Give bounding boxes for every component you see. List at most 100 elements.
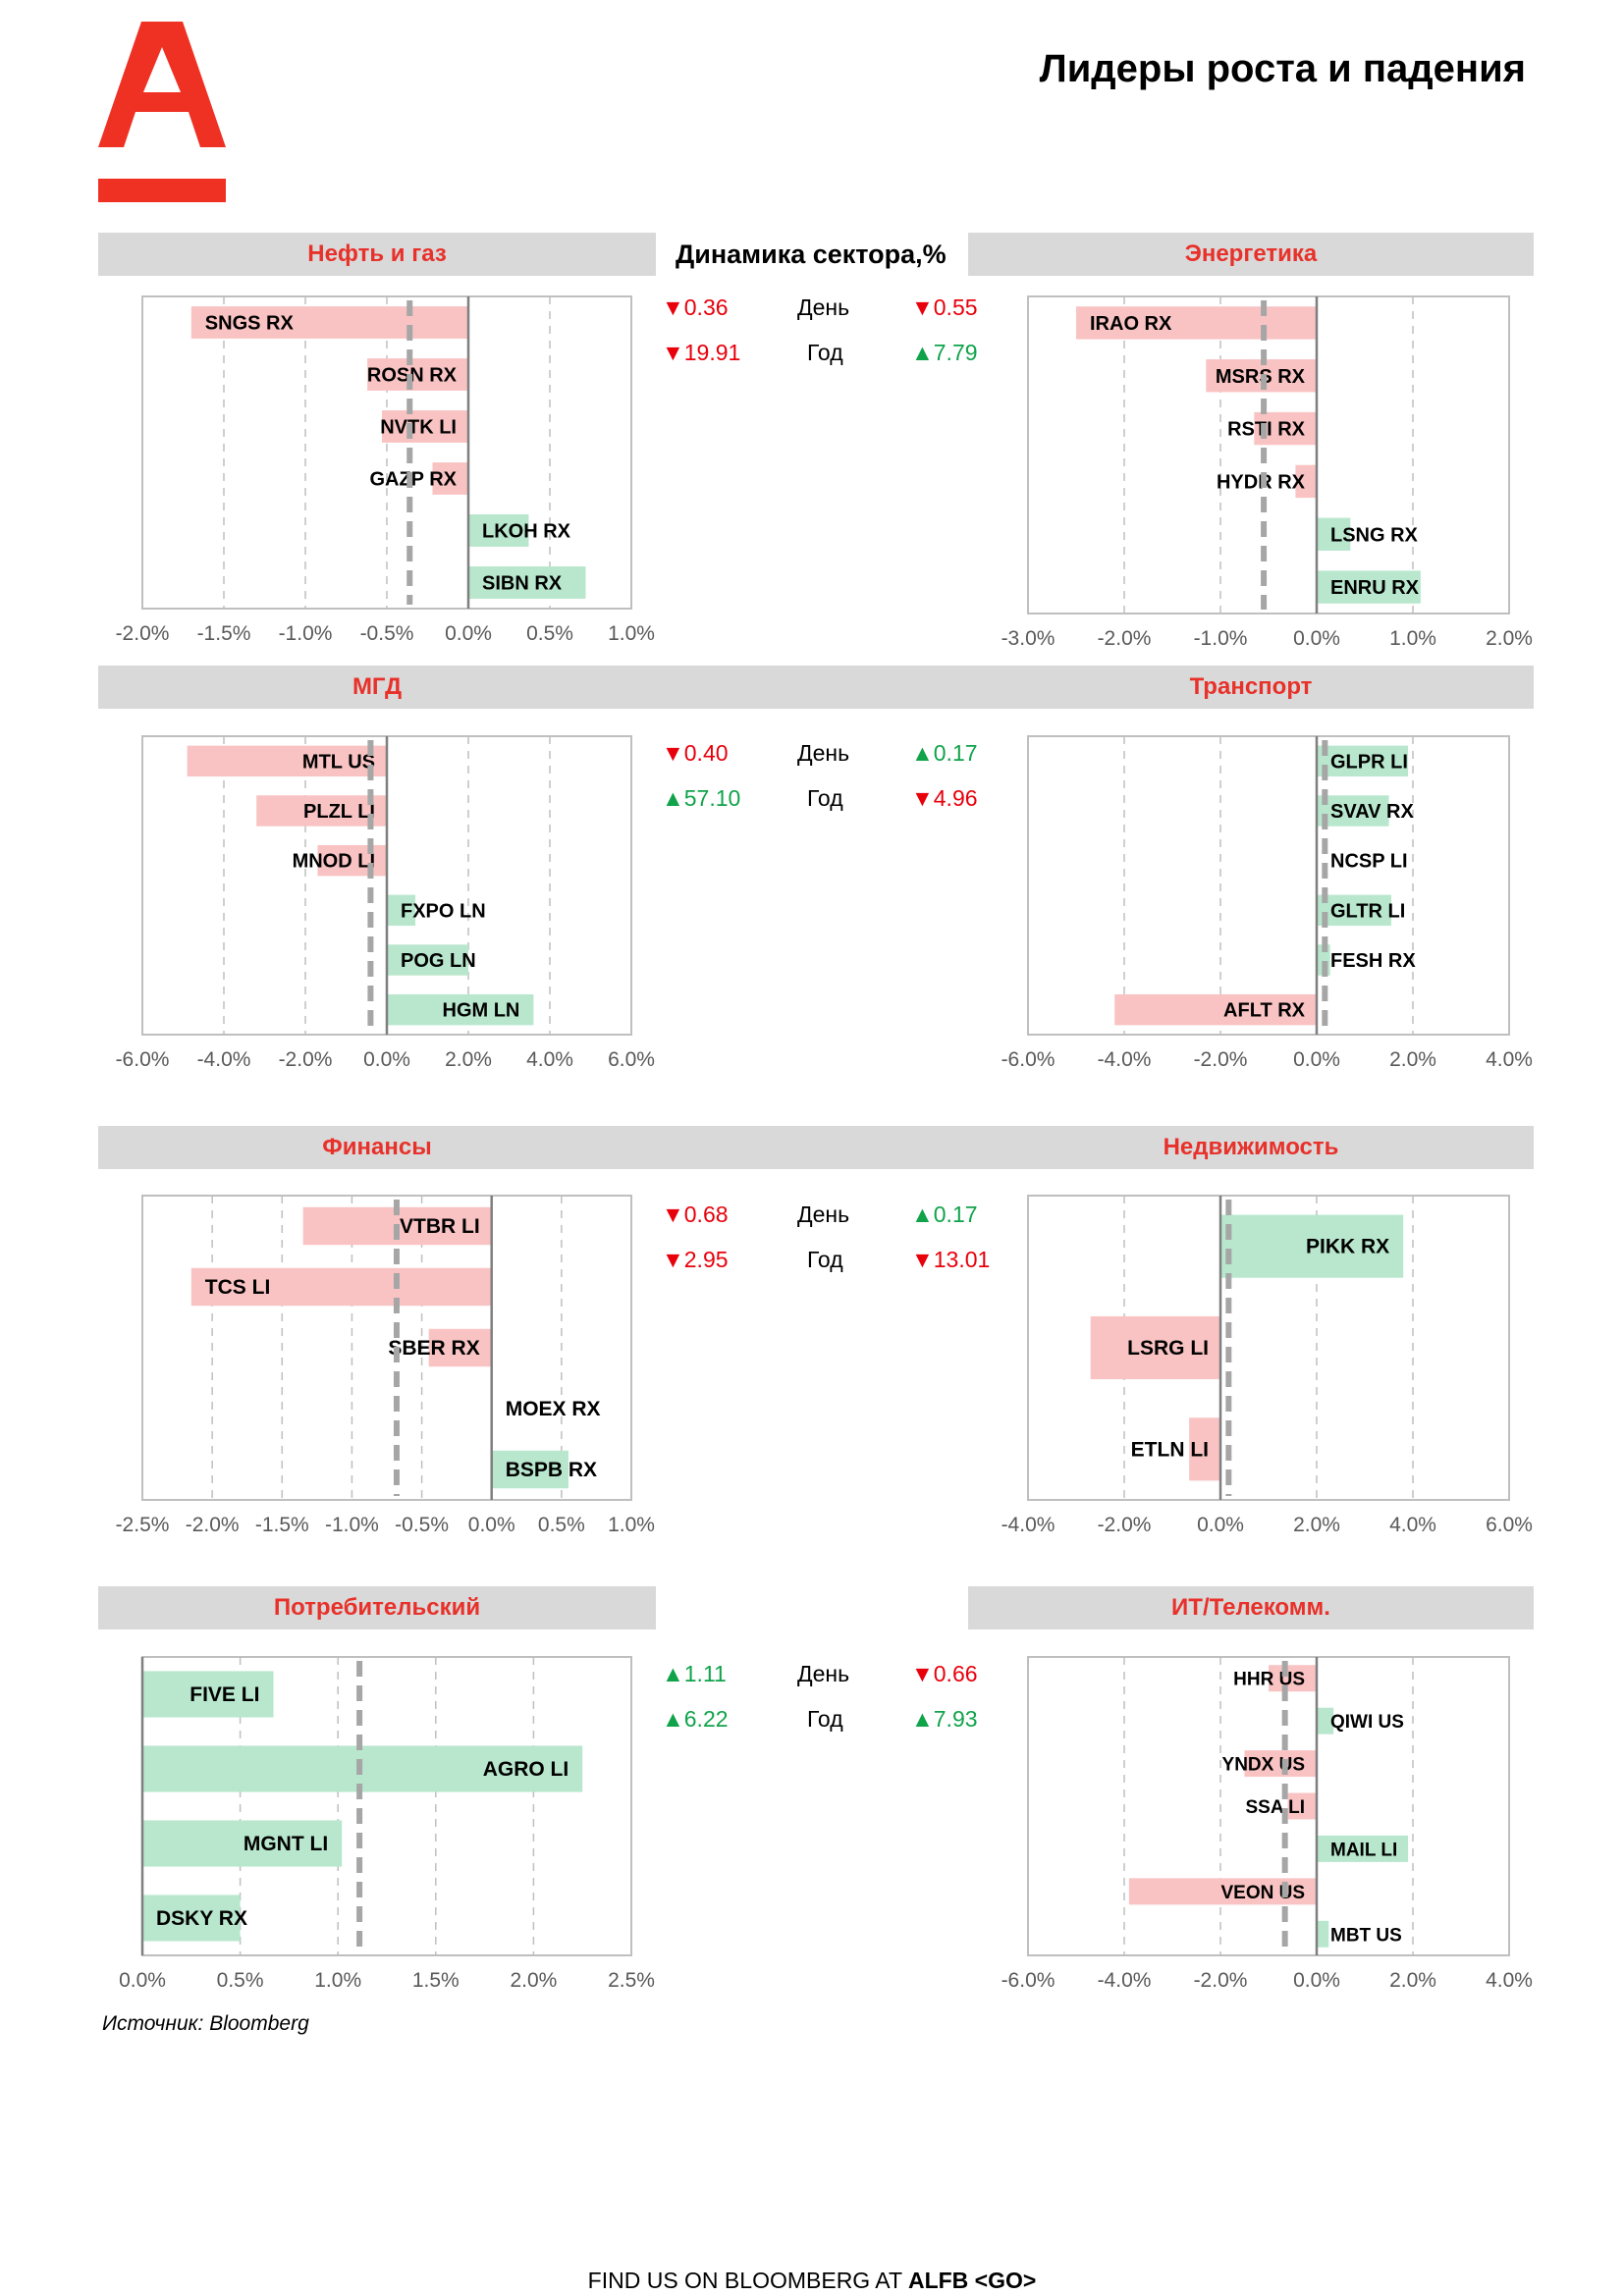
bar-bspb-rx xyxy=(491,1450,568,1489)
bar-dsky-rx xyxy=(142,1895,241,1942)
bar-svav-rx xyxy=(1317,795,1389,827)
x-tick-label: 4.0% xyxy=(526,1048,573,1071)
x-tick-label: 2.0% xyxy=(445,1048,492,1071)
bar-label: SSA LI xyxy=(1245,1797,1305,1818)
x-tick-label: 0.5% xyxy=(538,1514,585,1536)
bar-label: ENRU RX xyxy=(1330,577,1420,599)
bar-fxpo-ln xyxy=(387,894,416,927)
x-tick-label: -0.5% xyxy=(360,622,414,645)
dyn-year-label: Год xyxy=(807,340,843,365)
bar-mnod-li xyxy=(317,844,387,877)
chart-finance: -2.5% -2.0% -1.5% -1.0% -0.5% 0.0% 0.5% 1.0% VTB… xyxy=(98,1186,656,1551)
dynamics-block-row-4: ▲1.11 День ▼0.66 ▲6.22 Год ▲7.93 xyxy=(658,1661,978,1732)
bar-yndx-us xyxy=(1244,1750,1317,1778)
plot-frame xyxy=(1027,1656,1510,1956)
x-tick-label: 0.0% xyxy=(1293,1969,1340,1992)
x-tick-label: 4.0% xyxy=(1486,1969,1533,1992)
sector-title-energy: Энергетика xyxy=(1184,240,1318,267)
plot-frame xyxy=(1027,735,1510,1036)
x-tick-label: 4.0% xyxy=(1486,1048,1533,1071)
dyn-left-year: ▼2.95 xyxy=(662,1247,729,1272)
bar-sngs-rx xyxy=(190,306,469,339)
bar-label: ETLN LI xyxy=(1131,1438,1209,1461)
alfa-bank-logo xyxy=(98,22,226,202)
chart-svg: 0.0% 0.5% 1.0% 1.5% 2.0% 2.5% FIVE LI AGRO LI MG… xyxy=(119,1656,655,1992)
x-tick-label: -6.0% xyxy=(116,1048,170,1071)
sector-title-oil-gas: Нефть и газ xyxy=(307,240,447,267)
x-tick-label: 0.0% xyxy=(445,622,492,645)
dyn-right-day: ▼0.66 xyxy=(911,1661,978,1686)
bar-label: HHR US xyxy=(1233,1670,1305,1690)
x-tick-label: 6.0% xyxy=(608,1048,655,1071)
bar-label: SVAV RX xyxy=(1330,801,1414,823)
chart-svg: -3.0% -2.0% -1.0% 0.0% 1.0% 2.0% IRAO RX MSRS R… xyxy=(1001,295,1533,650)
bar-sber-rx xyxy=(428,1328,492,1367)
x-tick-label: -1.5% xyxy=(255,1514,309,1536)
x-tick-label: 1.5% xyxy=(412,1969,460,1992)
bar-mtl-us xyxy=(187,745,387,777)
sector-title-finance: Финансы xyxy=(322,1134,432,1160)
source-note: Источник: Bloomberg xyxy=(102,2012,309,2035)
plot-frame xyxy=(141,1195,632,1501)
dyn-left-year: ▲6.22 xyxy=(662,1706,729,1732)
bar-label: QIWI US xyxy=(1330,1712,1404,1733)
dyn-left-year: ▲57.10 xyxy=(662,785,741,811)
bar-label: IRAO RX xyxy=(1090,313,1172,335)
x-tick-label: -2.0% xyxy=(186,1514,240,1536)
bar-aflt-rx xyxy=(1114,993,1317,1026)
dyn-day-label: День xyxy=(797,740,850,766)
dynamics-block-row-1: ▼0.36 День ▼0.55 ▼19.91 Год ▲7.79 xyxy=(658,294,978,365)
chart-consumer: 0.0% 0.5% 1.0% 1.5% 2.0% 2.5% FIVE LI AGRO LI MG… xyxy=(98,1647,656,2006)
dyn-right-day: ▲0.17 xyxy=(911,740,978,766)
bar-label: GAZP RX xyxy=(369,469,457,491)
x-tick-label: 4.0% xyxy=(1389,1514,1436,1536)
x-tick-label: -2.0% xyxy=(1098,1514,1152,1536)
x-tick-label: -2.0% xyxy=(1194,1048,1248,1071)
bar-label: MBT US xyxy=(1330,1925,1402,1946)
dyn-right-day: ▲0.17 xyxy=(911,1201,978,1227)
dyn-year-label: Год xyxy=(807,1247,843,1272)
bar-label: DSKY RX xyxy=(156,1907,247,1930)
x-tick-label: 2.0% xyxy=(1486,627,1533,650)
chart-svg: -2.0% -1.5% -1.0% -0.5% 0.0% 0.5% 1.0%SNGS RXR… xyxy=(116,295,655,645)
x-tick-label: -2.0% xyxy=(116,622,170,645)
bar-pog-ln xyxy=(387,944,468,976)
x-tick-label: -2.0% xyxy=(279,1048,333,1071)
x-tick-label: -3.0% xyxy=(1001,627,1056,650)
chart-it-telecom: -6.0% -4.0% -2.0% 0.0% 2.0% 4.0% HHR US QIWI US… xyxy=(984,1647,1534,2006)
x-tick-label: 0.0% xyxy=(119,1969,166,1992)
bar-label: POG LN xyxy=(401,950,476,972)
chart-svg: -2.5% -2.0% -1.5% -1.0% -0.5% 0.0% 0.5% 1.0% VTB… xyxy=(116,1195,655,1536)
bar-label: SBER RX xyxy=(388,1337,479,1360)
bar-label: HGM LN xyxy=(443,1000,520,1022)
x-tick-label: -4.0% xyxy=(1001,1514,1056,1536)
bar-label: LSNG RX xyxy=(1330,524,1419,546)
dyn-day-label: День xyxy=(797,1661,850,1686)
bar-tcs-li xyxy=(190,1267,492,1307)
bar-mail-li xyxy=(1317,1835,1409,1862)
x-tick-label: 0.0% xyxy=(363,1048,410,1071)
x-tick-label: 0.0% xyxy=(468,1514,515,1536)
dyn-right-year: ▲7.93 xyxy=(911,1706,978,1732)
bar-hhr-us xyxy=(1269,1665,1317,1692)
bar-label: MOEX RX xyxy=(506,1398,601,1420)
dyn-left-day: ▼0.68 xyxy=(662,1201,729,1227)
bar-label: NVTK LI xyxy=(380,417,457,439)
x-tick-label: -1.0% xyxy=(279,622,333,645)
footer-bloomberg-code: ALFB <GO> xyxy=(907,2268,1037,2293)
bar-label: GLPR LI xyxy=(1330,751,1408,773)
x-tick-label: 2.0% xyxy=(1389,1969,1436,1992)
chart-svg: -6.0% -4.0% -2.0% 0.0% 2.0% 4.0% HHR US QIWI US… xyxy=(1001,1656,1533,1992)
bar-rosn-rx xyxy=(367,358,468,391)
bar-label: MGNT LI xyxy=(244,1833,328,1855)
x-tick-label: -2.0% xyxy=(1098,627,1152,650)
x-tick-label: -1.0% xyxy=(325,1514,379,1536)
x-tick-label: -1.0% xyxy=(1194,627,1248,650)
dyn-year-label: Год xyxy=(807,1706,843,1732)
page-title: Лидеры роста и падения xyxy=(1039,47,1526,90)
bar-label: TCS LI xyxy=(205,1276,270,1299)
bar-irao-rx xyxy=(1076,306,1317,340)
x-tick-label: 2.5% xyxy=(608,1969,655,1992)
x-tick-label: 1.0% xyxy=(1389,627,1436,650)
bar-ssa-li xyxy=(1287,1792,1317,1820)
